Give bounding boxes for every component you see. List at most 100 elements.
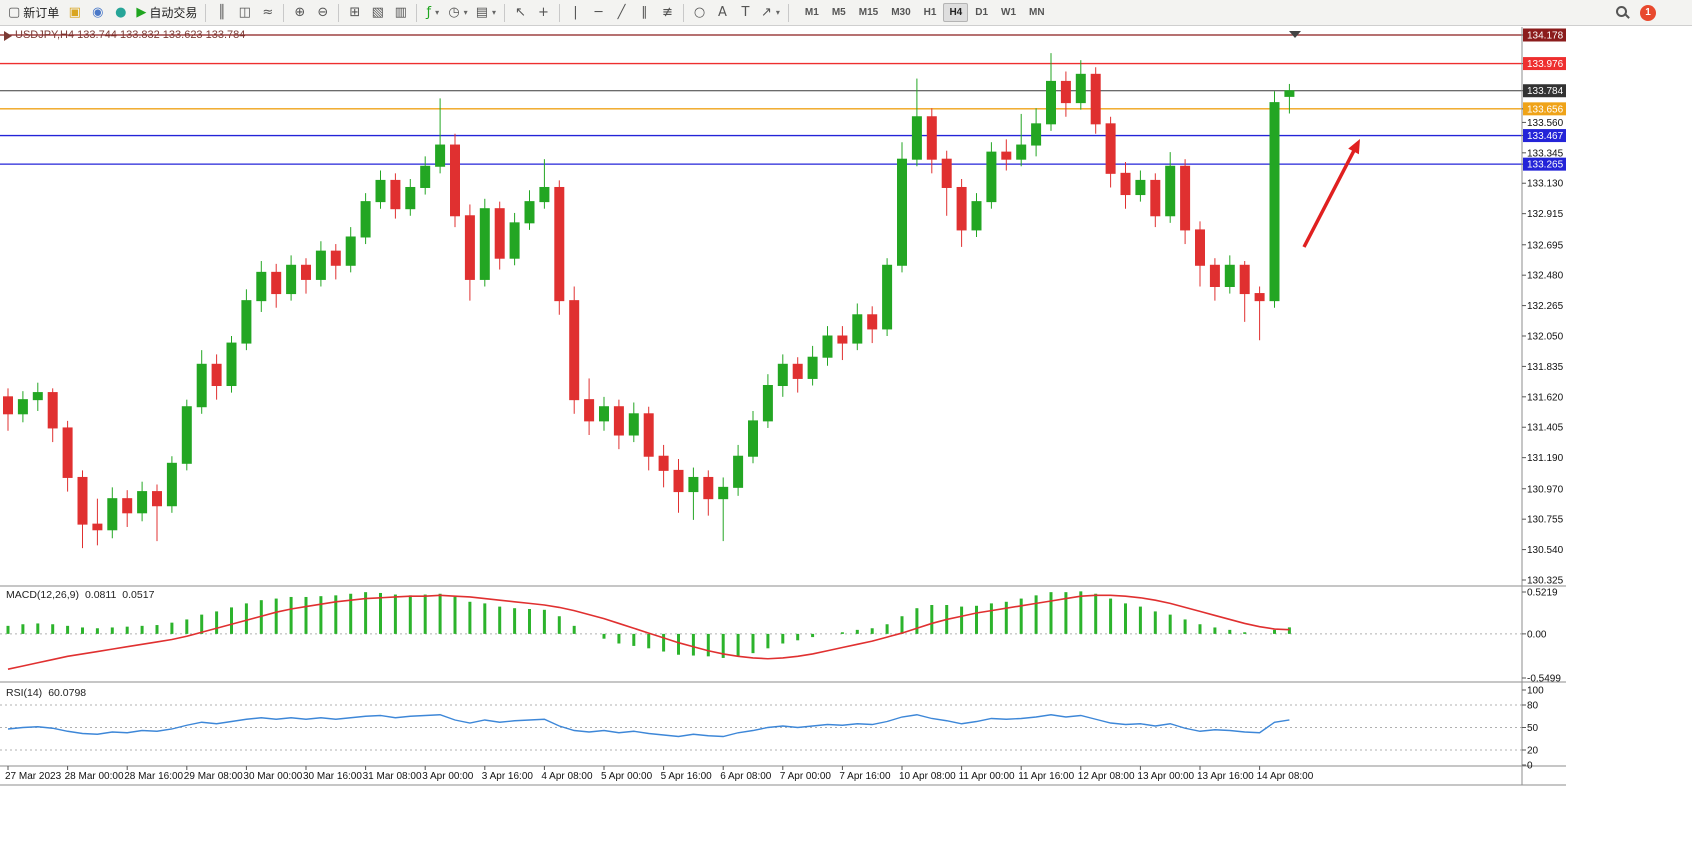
signals-button[interactable]: ◉ [86,2,109,24]
zoom-out-button[interactable]: ⊖ [311,2,334,24]
candle [703,476,714,500]
channel-button[interactable]: ∥ [633,2,656,24]
candle [569,300,580,401]
arrows-button[interactable]: ↗ ▾ [757,2,784,24]
vertical-line-button[interactable]: | [564,2,587,24]
timeframe-button-m1[interactable]: M1 [799,3,825,22]
timeframe-button-m30[interactable]: M30 [885,3,916,22]
cursor-button[interactable]: ↖ [509,2,532,24]
timeframe-button-h4[interactable]: H4 [943,3,969,22]
time-axis-label: 3 Apr 00:00 [422,771,474,782]
timeframe-button-d1[interactable]: D1 [969,3,994,22]
candle [584,399,595,422]
timeframe-button-mn[interactable]: MN [1023,3,1051,22]
toolbar-right-group: 1 [1615,4,1656,21]
toolbar-separator [787,3,789,22]
candle [32,392,43,401]
horizontal-line-button[interactable]: ─ [587,2,610,24]
candle [1046,80,1056,125]
price-axis-label: 130.755 [1527,515,1564,526]
zoom-in-button[interactable]: ⊕ [288,2,311,24]
periods-button[interactable]: ◷ ▾ [444,2,471,24]
time-axis-label: 11 Apr 00:00 [959,771,1015,782]
candle [524,201,535,224]
trend-arrow-head [1348,139,1360,155]
clock-icon: ◷ [448,5,460,20]
trendline-icon: ╱ [617,5,626,20]
candle [1254,293,1265,302]
timeframe-button-h1[interactable]: H1 [918,3,943,22]
time-scale[interactable] [0,766,1566,785]
rsi-line [7,714,1290,738]
candle [911,116,922,160]
community-button[interactable]: ● [109,2,132,24]
chart-shift-marker[interactable] [1289,31,1301,38]
autotrade-button[interactable]: ▶ 自动交易 [132,2,201,24]
candle [539,186,550,203]
candle [1135,179,1146,196]
label-button[interactable]: T [734,2,757,24]
crosshair-button[interactable]: + [532,2,555,24]
chart-canvas[interactable]: 134.178 133.976 133.784 133.656 133.560 133.4… [0,27,1692,849]
price-axis-label: 132.265 [1527,301,1564,312]
candle [420,165,431,188]
new-order-button[interactable]: ▢ 新订单 [4,2,63,24]
trend-arrow-object[interactable] [1302,143,1359,248]
price-axis-label: 130.540 [1527,545,1564,556]
bars-chart-button[interactable]: ║ [210,2,233,24]
candle [658,455,669,471]
toolbar-separator [205,3,207,22]
shapes-button[interactable]: ○ [688,2,711,24]
price-scale[interactable] [1522,27,1692,785]
time-axis-label: 30 Mar 16:00 [303,771,362,782]
indicators-button[interactable]: ƒ ▾ [421,2,444,24]
market-button[interactable]: ▣ [63,2,86,24]
price-tag-text: 133.976 [1527,59,1564,70]
chevron-down-icon: ▾ [435,8,440,17]
candle [748,420,758,457]
tile-windows-button[interactable]: ⊞ [343,2,366,24]
candle [3,396,13,415]
notification-badge[interactable]: 1 [1640,4,1656,21]
timeframe-button-w1[interactable]: W1 [995,3,1022,22]
candlestick-chart-icon: ◫ [238,5,251,20]
text-button[interactable]: A [711,2,734,24]
price-tag-text: 133.265 [1527,160,1564,171]
price-axis-label: 131.190 [1527,453,1564,464]
templates-button[interactable]: ▤ ▾ [472,2,500,24]
timeframe-button-m15[interactable]: M15 [853,3,884,22]
candlestick-series [3,53,1295,549]
candle [256,271,267,302]
trendline-button[interactable]: ╱ [610,2,633,24]
one-click-trading-toggle[interactable] [4,31,12,41]
time-axis-label: 28 Mar 16:00 [124,771,183,782]
price-tag-text: 133.784 [1527,86,1564,97]
candle [1284,90,1295,97]
candle [867,314,878,330]
candle [301,264,311,280]
new-chart-button[interactable]: ▧ [366,2,389,24]
time-axis-label: 13 Apr 16:00 [1197,771,1254,782]
toolbar-separator [283,3,285,22]
price-axis-label: 132.050 [1527,332,1564,343]
rsi-axis-label: 100 [1527,686,1544,697]
candle [345,236,356,266]
profiles-button[interactable]: ▥ [389,2,412,24]
candle [837,335,848,344]
candle [1224,264,1235,287]
fibonacci-button[interactable]: ≢ [656,2,679,24]
fibonacci-icon: ≢ [662,5,673,20]
candle [762,385,773,422]
line-chart-button[interactable]: ≈ [256,2,279,24]
time-axis-label: 7 Apr 16:00 [839,771,891,782]
candle [718,486,729,500]
timeframe-button-m5[interactable]: M5 [826,3,852,22]
search-icon[interactable] [1615,5,1630,20]
signals-icon: ◉ [92,5,104,20]
time-axis-label: 11 Apr 16:00 [1018,771,1074,782]
indicators-icon: ƒ [426,5,432,20]
time-axis-label: 28 Mar 00:00 [65,771,124,782]
candle [822,335,833,358]
candles-chart-button[interactable]: ◫ [233,2,256,24]
candle [1120,172,1131,196]
